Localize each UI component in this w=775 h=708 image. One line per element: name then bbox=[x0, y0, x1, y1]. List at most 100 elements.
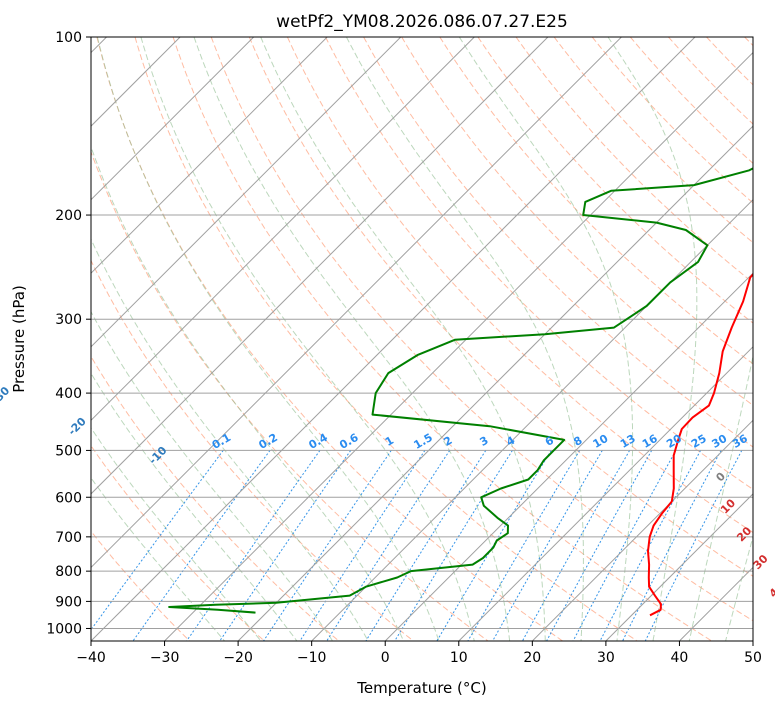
y-tick-label: 600 bbox=[55, 490, 82, 506]
dry-adiabat-line bbox=[91, 444, 265, 641]
x-tick-label: 10 bbox=[450, 650, 468, 666]
dry-adiabat-line bbox=[325, 37, 753, 490]
chart-title: wetPf2_YM08.2026.086.07.27.E25 bbox=[276, 12, 568, 32]
moist-adiabat-line bbox=[725, 534, 753, 641]
x-tick-label: 30 bbox=[597, 650, 615, 666]
mixing-ratio-label: 1 bbox=[383, 434, 396, 449]
isotherm-line bbox=[91, 37, 255, 201]
moist-adiabat-line bbox=[607, 37, 698, 641]
mixing-ratio-line bbox=[467, 450, 581, 641]
dry-adiabat-line bbox=[134, 37, 638, 641]
mixing-ratio-label: 16 bbox=[640, 432, 660, 451]
moist-adiabat-line bbox=[91, 477, 225, 641]
mixing-ratio-line bbox=[299, 450, 426, 641]
mixing-ratio-line bbox=[644, 450, 743, 641]
dry-adiabat-line bbox=[515, 37, 753, 284]
mixing-ratio-line bbox=[219, 450, 352, 641]
moist-adiabat-line bbox=[140, 37, 475, 641]
dry-adiabat-label: -20 bbox=[66, 415, 89, 438]
mixing-ratio-line bbox=[263, 450, 392, 641]
mixing-ratio-label: 1.5 bbox=[411, 431, 434, 452]
dewpoint-line bbox=[168, 167, 753, 614]
dry-adiabat-label: -10 bbox=[146, 444, 169, 467]
dry-adiabat-line bbox=[591, 37, 753, 204]
isotherm-line bbox=[91, 37, 549, 495]
mixing-ratio-line bbox=[522, 450, 631, 641]
dry-adiabat-line bbox=[91, 150, 489, 641]
isotherm-line bbox=[237, 125, 753, 641]
moist-adiabat-line bbox=[345, 37, 584, 641]
mixing-ratio-line bbox=[186, 450, 321, 641]
mixing-ratio-label: 2 bbox=[441, 434, 454, 449]
x-tick-label: 50 bbox=[744, 650, 762, 666]
dry-adiabat-line bbox=[401, 37, 753, 406]
isotherm-line bbox=[311, 198, 753, 641]
mixing-ratio-label: 6 bbox=[543, 434, 556, 449]
dry-adiabat-line bbox=[91, 259, 414, 641]
mixing-ratio-line bbox=[91, 450, 224, 631]
profile-lines bbox=[168, 167, 753, 617]
mixing-ratio-line bbox=[492, 450, 603, 641]
y-tick-label: 300 bbox=[55, 312, 82, 328]
moist-adiabat-label: 40 bbox=[767, 580, 775, 600]
dry-adiabat-line bbox=[668, 37, 753, 125]
x-tick-label: −10 bbox=[297, 650, 327, 666]
moist-adiabat-line bbox=[91, 372, 298, 641]
moist-adiabat-line bbox=[91, 145, 405, 641]
mixing-ratio-label: 30 bbox=[709, 432, 729, 451]
moist-adiabat-line bbox=[96, 37, 440, 641]
mixing-ratio-label: 20 bbox=[664, 432, 684, 451]
mixing-ratio-label: 10 bbox=[591, 432, 611, 451]
mixing-ratio-label: 8 bbox=[571, 434, 584, 449]
isotherm-line bbox=[384, 272, 753, 641]
moist-adiabat-line bbox=[91, 238, 369, 641]
isotherm-line bbox=[752, 640, 753, 641]
dry-adiabat-line bbox=[286, 37, 753, 534]
y-tick-label: 100 bbox=[55, 30, 82, 46]
mixing-ratio-line bbox=[546, 450, 653, 641]
x-tick-label: 40 bbox=[670, 650, 688, 666]
isotherm-line bbox=[605, 493, 753, 641]
isotherm-line bbox=[91, 37, 622, 569]
mixing-ratio-label: 0.4 bbox=[306, 431, 330, 452]
plot-frame bbox=[90, 36, 754, 642]
moist-adiabat-line bbox=[688, 353, 753, 641]
moist-adiabat-line bbox=[260, 37, 546, 641]
y-tick-label: 400 bbox=[55, 386, 82, 402]
background-lines bbox=[91, 37, 753, 641]
y-tick-label: 800 bbox=[55, 564, 82, 580]
dry-adiabat-line bbox=[553, 37, 753, 244]
dry-adiabat-line bbox=[706, 37, 753, 86]
dry-adiabat-line bbox=[91, 530, 191, 641]
isotherm-line bbox=[531, 419, 753, 641]
x-axis-label: Temperature (°C) bbox=[356, 679, 486, 697]
mixing-ratio-line bbox=[365, 450, 487, 641]
x-tick-label: 0 bbox=[381, 650, 390, 666]
y-tick-label: 700 bbox=[55, 530, 82, 546]
mixing-ratio-label: 3 bbox=[477, 434, 490, 449]
dry-adiabat-line bbox=[96, 37, 563, 641]
dry-adiabat-line bbox=[210, 37, 753, 622]
x-tick-label: −30 bbox=[150, 650, 180, 666]
x-tick-label: 20 bbox=[523, 650, 541, 666]
isotherm-line bbox=[91, 37, 402, 348]
axes: −40 −30 −20 −10 0 10 20 30 40 5010020030040050060… bbox=[46, 30, 762, 666]
isotherm-line bbox=[91, 37, 696, 641]
y-tick-label: 900 bbox=[55, 594, 82, 610]
mixing-ratio-line bbox=[326, 450, 451, 641]
mixing-ratio-label: 25 bbox=[689, 432, 709, 451]
x-tick-label: −20 bbox=[223, 650, 253, 666]
isotherm-line bbox=[91, 37, 328, 274]
isotherm-line bbox=[458, 346, 753, 641]
dry-adiabat-line bbox=[363, 37, 753, 448]
moist-adiabat-line bbox=[91, 310, 334, 641]
moist-adiabat-line bbox=[91, 427, 262, 641]
y-tick-label: 1000 bbox=[46, 622, 82, 638]
moist-adiabat-label: 30 bbox=[751, 552, 771, 572]
temperature-line bbox=[647, 272, 753, 617]
mixing-ratio-line bbox=[622, 450, 722, 641]
mixing-ratio-line bbox=[572, 450, 677, 641]
dry-adiabat-line bbox=[248, 37, 753, 577]
